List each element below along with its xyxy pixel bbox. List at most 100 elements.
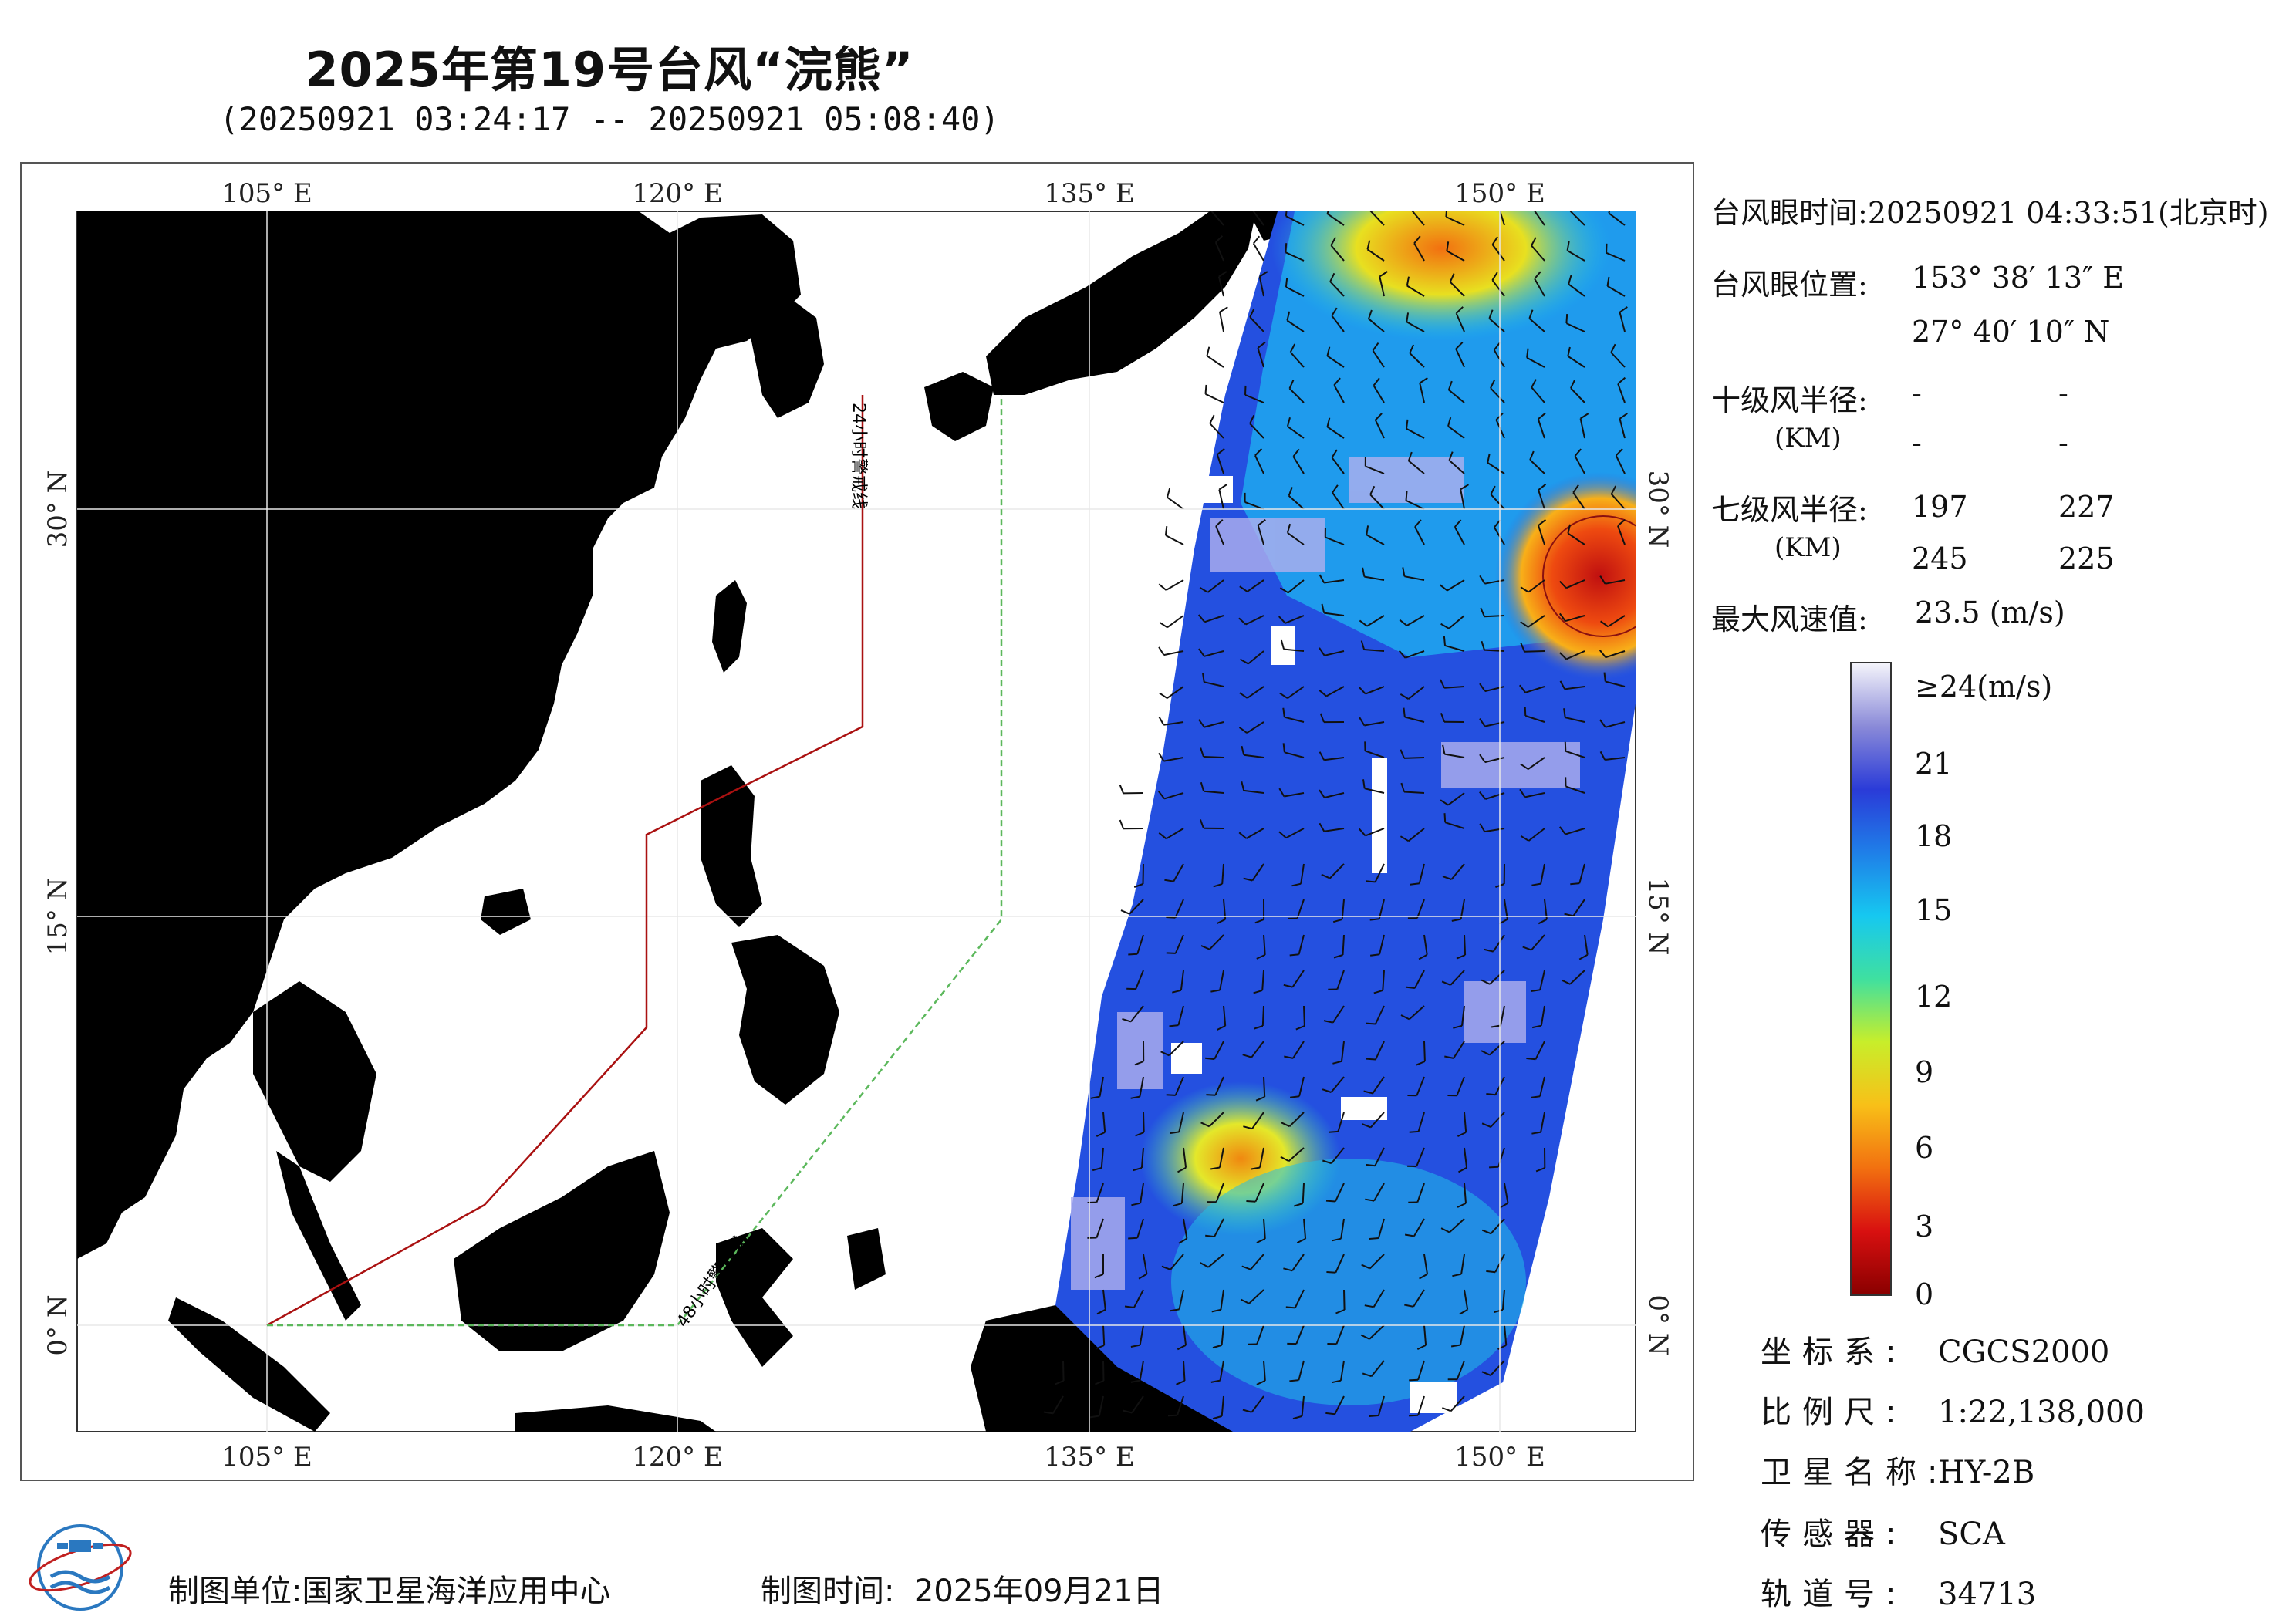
wind-barb xyxy=(1180,1183,1184,1203)
wind-barb xyxy=(1334,1395,1345,1415)
lon-label-top-150: 150° E xyxy=(1454,178,1545,209)
wind-barb-flag xyxy=(1255,1096,1265,1102)
wind-barb-flag xyxy=(1281,1122,1290,1128)
wind-barb xyxy=(1284,648,1305,652)
wind-barb-flag xyxy=(1538,519,1547,526)
wind-barb xyxy=(1610,493,1626,510)
wind-barb xyxy=(1248,1289,1264,1304)
wind-barb xyxy=(1220,1289,1224,1310)
wind-barb xyxy=(1214,241,1224,262)
wind-barb xyxy=(1163,650,1184,656)
wind-barb xyxy=(1174,899,1184,919)
wind-barb xyxy=(1133,1289,1144,1308)
wind-barb-flag xyxy=(1283,1267,1293,1272)
wind-barb-flag xyxy=(1440,799,1449,806)
wind-barb xyxy=(1568,283,1585,297)
wind-barb-flag xyxy=(1520,586,1529,593)
wind-barb-flag xyxy=(1240,658,1249,665)
wind-barb-flag xyxy=(1319,574,1325,583)
wind-barb-flag xyxy=(1167,488,1171,498)
r7-value-4: 225 xyxy=(2058,542,2115,575)
wind-barb xyxy=(1408,460,1425,474)
wind-barb-flag xyxy=(1619,306,1628,313)
wind-barb-flag xyxy=(1362,567,1366,577)
wind-barb xyxy=(1524,715,1545,723)
philippines-south xyxy=(731,935,839,1105)
wind-barb xyxy=(1330,1076,1345,1093)
wind-barb-flag xyxy=(1123,1409,1133,1414)
wind-barb-flag xyxy=(1398,650,1406,659)
wind-barb-flag xyxy=(1332,1060,1342,1065)
wind-barb xyxy=(1444,822,1465,829)
wind-barb xyxy=(1254,1183,1264,1203)
wind-barb xyxy=(1298,1076,1305,1097)
wind-barb-flag xyxy=(1617,376,1626,385)
wind-barb xyxy=(1288,387,1305,403)
wind-barb-flag xyxy=(1494,1308,1504,1314)
wind-barb xyxy=(1369,1112,1385,1129)
wind-barb xyxy=(1246,721,1264,734)
wind-barb-flag xyxy=(1200,945,1210,950)
colorbar-tick-0: 0 xyxy=(1915,1277,1934,1311)
wind-barb-flag xyxy=(1404,1233,1415,1237)
wind-barb-flag xyxy=(1490,379,1496,389)
wind-barb xyxy=(1619,312,1626,332)
wind-barb xyxy=(1217,276,1224,297)
wind-barb-flag xyxy=(1400,693,1410,700)
wind-barb xyxy=(1565,828,1585,835)
wind-barb-flag xyxy=(1519,788,1526,798)
wind-barb xyxy=(1447,792,1465,806)
wind-barb-flag xyxy=(1570,379,1576,389)
wind-barb xyxy=(1406,285,1425,297)
wind-barb-flag xyxy=(1440,713,1445,723)
wind-barb xyxy=(1244,754,1264,758)
r7-label: 七级风半径: xyxy=(1711,493,1868,527)
wind-barb xyxy=(1490,494,1505,510)
wind-barb-flag xyxy=(1458,1166,1467,1173)
wind-barb-flag xyxy=(1440,1227,1450,1233)
wind-barb-flag xyxy=(1359,619,1368,627)
wind-barb xyxy=(1140,1183,1144,1203)
wind-barb-flag xyxy=(1564,741,1567,751)
meta-sensor: 传感器: SCA xyxy=(1761,1509,2005,1554)
wind-barb xyxy=(1500,1005,1505,1026)
wind-barb xyxy=(1540,863,1545,884)
wind-barb xyxy=(1333,384,1345,403)
wind-barb-flag xyxy=(1486,1270,1496,1274)
wind-barb xyxy=(1540,1112,1545,1132)
wind-barb-flag xyxy=(1293,1203,1304,1207)
wind-barb xyxy=(1261,970,1264,990)
wind-barb xyxy=(1615,455,1626,474)
wind-barb-flag xyxy=(1519,684,1526,693)
wind-barb-flag xyxy=(1120,909,1130,915)
wind-barb-flag xyxy=(1205,1057,1215,1061)
wind-barb xyxy=(1539,970,1545,990)
wind-barb xyxy=(1244,393,1264,403)
wind-barb xyxy=(1461,1005,1465,1026)
north-hotspot xyxy=(1271,211,1611,341)
wind-barb xyxy=(1491,279,1505,297)
wind-barb-flag xyxy=(1332,918,1342,923)
wind-barb-flag xyxy=(1321,873,1331,879)
wind-barb-flag xyxy=(1241,1265,1251,1270)
wind-barb-flag xyxy=(1288,487,1293,497)
wind-barb-flag xyxy=(1568,275,1572,285)
wind-barb-flag xyxy=(1161,1265,1171,1270)
footer-time: 制图时间: 2025年09月21日 xyxy=(761,1566,1164,1611)
wind-barb xyxy=(1204,790,1224,794)
wind-barb xyxy=(1285,615,1305,624)
wind-barb xyxy=(1524,650,1545,653)
wind-barb xyxy=(1288,1147,1305,1162)
wind-barb xyxy=(1406,615,1425,626)
wind-barb xyxy=(1300,863,1305,884)
wind-barb xyxy=(1324,579,1345,584)
wind-barb xyxy=(1372,1076,1385,1094)
wind-barb-flag xyxy=(1278,616,1286,624)
wind-barb xyxy=(1174,934,1184,954)
wind-barb xyxy=(1369,211,1385,226)
wind-barb-flag xyxy=(1239,585,1248,592)
wind-barb-flag xyxy=(1130,1379,1140,1383)
wind-barb-flag xyxy=(1292,882,1302,887)
wind-barb-flag xyxy=(1238,617,1247,626)
wind-barb xyxy=(1214,1041,1224,1060)
